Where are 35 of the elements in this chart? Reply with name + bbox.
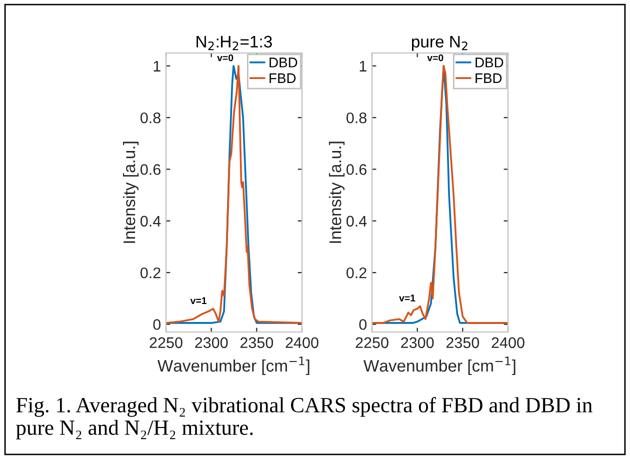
y-axis-title: Intensity [a.u.] (328, 142, 345, 243)
caption: Fig. 1. Averaged N₂ vibrational CARS spectra of FBD and DBD in pure N₂ and N₂/H₂ mixture. (16, 397, 592, 440)
x-tick-label: 2300 (195, 337, 228, 348)
legend-label: FBD (476, 73, 502, 83)
y-tick-label: 0 (153, 319, 161, 330)
annotation: v=1 (399, 294, 416, 302)
y-tick-label: 1 (360, 60, 366, 72)
y-tick-label: 0 (359, 319, 367, 330)
legend-label: DBD (270, 58, 298, 68)
legend-label: FBD (270, 73, 296, 83)
x-tick-label: 2300 (401, 337, 434, 348)
y-tick-label: 0.8 (140, 112, 160, 124)
annotation: v=1 (190, 297, 207, 304)
y-tick-label: 1 (154, 60, 160, 72)
chart-title: N$_{2}$:H$_{2}$=1:3 (196, 36, 272, 50)
y-tick-label: 0.4 (346, 216, 367, 227)
x-tick-label: 2250 (150, 337, 182, 348)
y-tick-label: 0.2 (346, 267, 366, 278)
x-tick-label: 2250 (356, 337, 388, 348)
y-tick-label: 0.8 (346, 112, 366, 124)
x-axis-title: Wavenumber [cm$^{−1}$] (157, 356, 310, 376)
y-tick-label: 0.2 (140, 267, 160, 278)
x-axis-title: Wavenumber [cm$^{−1}$] (363, 356, 516, 376)
y-tick-label: 0.4 (140, 216, 161, 227)
x-tick-label: 2400 (492, 337, 524, 348)
y-tick-label: 0.6 (140, 164, 160, 175)
legend-label: DBD (476, 58, 504, 68)
y-axis-title: Intensity [a.u.] (122, 142, 139, 243)
x-tick-label: 2400 (286, 337, 318, 348)
x-tick-label: 2350 (446, 337, 480, 348)
annotation: v=0 (427, 54, 444, 62)
y-tick-label: 0.6 (346, 164, 366, 175)
x-tick-label: 2350 (240, 337, 274, 348)
chart-title: pure N$_{2}$ (412, 36, 468, 51)
annotation: v=0 (217, 54, 234, 62)
